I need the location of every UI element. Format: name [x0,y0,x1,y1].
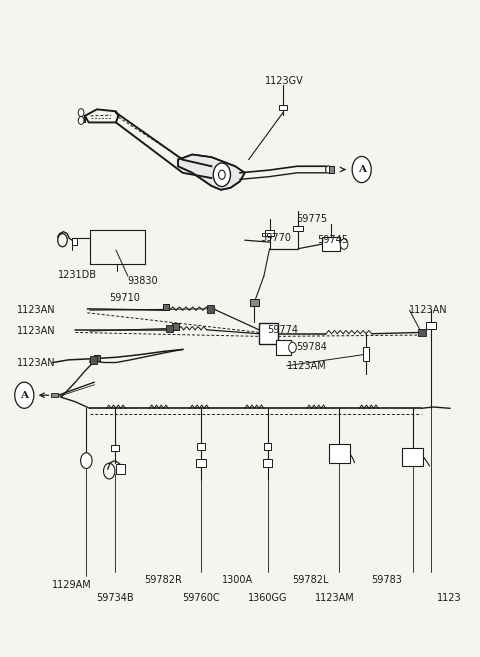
Circle shape [218,170,225,179]
Text: 1123GV: 1123GV [265,76,304,86]
Bar [197,443,204,449]
Text: 1231DB: 1231DB [58,270,96,280]
Text: 59770: 59770 [261,233,291,243]
Text: 59774: 59774 [268,325,299,335]
Bar [402,447,423,466]
Circle shape [78,108,84,116]
Circle shape [213,163,230,187]
Circle shape [340,239,348,250]
Circle shape [15,382,34,408]
Text: 1360GG: 1360GG [248,593,288,603]
Bar [265,231,275,236]
Circle shape [288,342,296,353]
Text: 59745: 59745 [317,235,348,245]
Text: 1123AM: 1123AM [314,593,354,603]
Text: 59782L: 59782L [292,576,329,585]
Text: 1300A: 1300A [222,576,252,585]
Bar [363,347,369,361]
Circle shape [78,116,84,124]
Bar [72,238,77,245]
Text: 1123AN: 1123AN [17,306,56,315]
Bar [250,299,259,306]
Bar [51,394,58,397]
Text: 1129AM: 1129AM [52,580,92,590]
Bar [95,355,100,361]
Bar [276,340,291,355]
Bar [196,459,205,467]
Circle shape [81,453,92,468]
Text: 1123AN: 1123AN [17,357,56,367]
Bar [111,445,119,451]
Bar [329,444,350,463]
Bar [329,166,334,173]
Text: 1123AM: 1123AM [287,361,326,371]
Text: 59760C: 59760C [182,593,220,603]
Polygon shape [178,154,245,190]
Circle shape [325,166,331,173]
Text: 59775: 59775 [296,214,327,223]
Bar [206,305,214,313]
Circle shape [352,156,371,183]
Text: 59782R: 59782R [144,576,181,585]
Text: 59783: 59783 [372,576,402,585]
Text: 1123AN: 1123AN [409,306,448,315]
Text: A: A [20,391,28,399]
Bar [322,237,340,251]
Bar [419,328,426,336]
Bar [90,356,97,364]
Bar [172,323,179,330]
Text: 93830: 93830 [128,276,158,286]
Text: 59784: 59784 [296,342,327,351]
Text: 1123AN: 1123AN [17,326,56,336]
Bar [293,226,303,231]
Bar [116,464,124,474]
Text: 59734B: 59734B [96,593,134,603]
Text: A: A [358,165,366,174]
Bar [163,304,169,310]
Bar [426,322,436,328]
Text: 59710: 59710 [109,293,140,303]
Bar [279,105,287,110]
Bar [166,325,173,332]
Bar [264,443,272,449]
Bar [259,323,278,344]
Bar [263,459,273,467]
Text: 1123: 1123 [437,593,461,603]
